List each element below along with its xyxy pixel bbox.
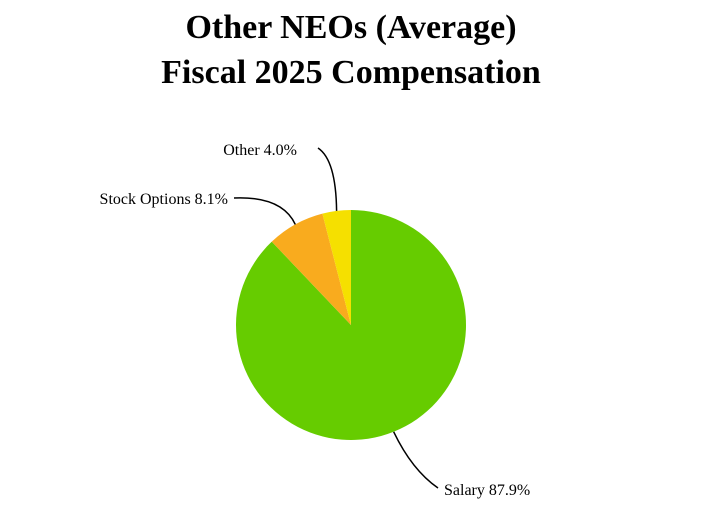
slice-value: 4.0% bbox=[264, 142, 297, 159]
slice-label: Stock Options 8.1% bbox=[100, 191, 228, 208]
slice-value: 87.9% bbox=[489, 482, 530, 499]
slice-name: Stock Options bbox=[100, 191, 191, 208]
slice-label: Salary 87.9% bbox=[444, 482, 530, 499]
chart-title: Other NEOs (Average) bbox=[185, 9, 516, 46]
pie-slice bbox=[322, 210, 351, 325]
pie-slice bbox=[235, 210, 466, 440]
slice-name: Salary bbox=[444, 482, 485, 499]
slice-name: Other bbox=[223, 142, 260, 159]
slice-value: 8.1% bbox=[195, 191, 228, 208]
leader-line bbox=[233, 197, 296, 225]
leader-line bbox=[317, 147, 338, 211]
slice-label: Other 4.0% bbox=[223, 142, 297, 159]
leader-line bbox=[392, 431, 439, 489]
pie-slice bbox=[271, 213, 351, 325]
chart-title: Fiscal 2025 Compensation bbox=[161, 54, 541, 91]
